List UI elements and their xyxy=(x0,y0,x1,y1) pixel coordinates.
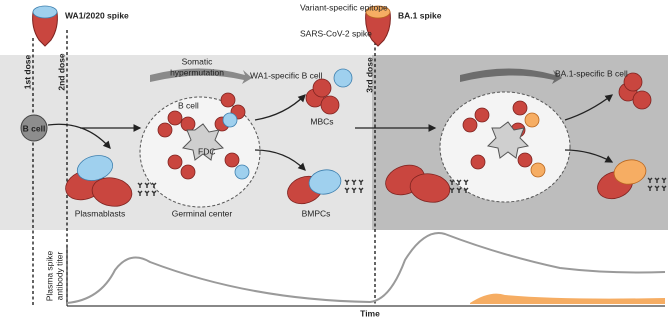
label: Variant-specific epitope xyxy=(300,2,388,12)
label: B cell xyxy=(178,100,199,110)
cell xyxy=(525,113,539,127)
label: WA1/2020 spike xyxy=(65,10,129,20)
page: {"top": {"wa1_spike": "WA1/2020 spike", … xyxy=(0,0,668,320)
y-label: Plasma spike xyxy=(44,250,54,301)
dose-label: 1st dose xyxy=(22,54,32,89)
label: Somatic xyxy=(182,56,213,66)
cell xyxy=(181,165,195,179)
cell xyxy=(475,108,489,122)
cell xyxy=(221,93,235,107)
cell xyxy=(225,153,239,167)
cell xyxy=(518,153,532,167)
label: Plasmablasts xyxy=(75,208,126,218)
cell xyxy=(334,69,352,87)
cell xyxy=(513,101,527,115)
label: SARS-CoV-2 spike xyxy=(300,28,372,38)
label: FDC xyxy=(198,146,215,156)
label: WA1-specific B cell xyxy=(250,70,323,80)
cell xyxy=(463,118,477,132)
titer-curve xyxy=(67,233,665,303)
cell xyxy=(181,117,195,131)
ba1-titer xyxy=(470,294,665,304)
cell xyxy=(235,165,249,179)
cell xyxy=(531,163,545,177)
label: BA.1 spike xyxy=(398,10,442,20)
label: BMPCs xyxy=(302,208,331,218)
label: B cell xyxy=(23,123,46,133)
cell xyxy=(168,155,182,169)
y-label: antibody titer xyxy=(54,251,64,300)
cell xyxy=(158,123,172,137)
diagram: B cell Plasma spike antibody titer Time … xyxy=(0,0,668,320)
cell xyxy=(223,113,237,127)
cell xyxy=(633,91,651,109)
label: Germinal center xyxy=(172,208,233,218)
label: BA.1-specific B cell xyxy=(555,68,628,78)
label: hypermutation xyxy=(170,67,224,77)
dose-label: 3rd dose xyxy=(364,57,374,93)
label: MBCs xyxy=(310,116,333,126)
cell xyxy=(471,155,485,169)
cell xyxy=(313,79,331,97)
dose-label: 2nd dose xyxy=(56,53,66,91)
cell xyxy=(321,96,339,114)
cell xyxy=(168,111,182,125)
spike-tip xyxy=(33,6,57,18)
x-label: Time xyxy=(360,308,380,318)
